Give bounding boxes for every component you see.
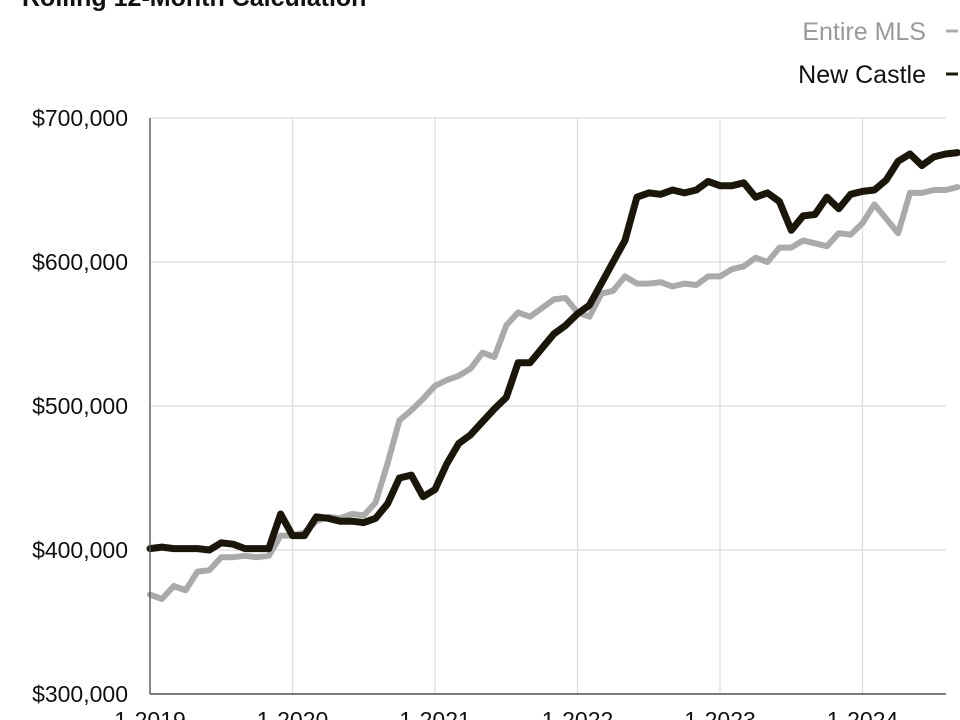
series-line-entire-mls xyxy=(147,184,960,602)
legend-label: New Castle xyxy=(798,61,926,89)
legend-label: Entire MLS xyxy=(802,18,926,46)
axes xyxy=(149,118,946,695)
y-tick-label: $500,000 xyxy=(32,393,128,419)
series-line-new-castle xyxy=(146,149,960,554)
y-tick-label: $700,000 xyxy=(32,105,128,131)
y-tick-label: $300,000 xyxy=(32,681,128,707)
legend: Entire MLS New Castle xyxy=(798,18,958,89)
x-tick-label: 1-2020 xyxy=(257,707,329,720)
x-tick-label: 1-2021 xyxy=(399,707,471,720)
x-tick-label: 1-2023 xyxy=(684,707,756,720)
x-axis-tick-labels: 1-2019 1-2020 1-2021 1-2022 1-2023 1-2024 xyxy=(114,707,898,720)
x-tick-label: 1-2024 xyxy=(827,707,899,720)
x-tick-label: 1-2019 xyxy=(114,707,186,720)
y-axis-tick-labels: $300,000 $400,000 $500,000 $600,000 $700,000 xyxy=(32,105,128,707)
y-tick-label: $400,000 xyxy=(32,537,128,563)
y-tick-label: $600,000 xyxy=(32,249,128,275)
grid-lines xyxy=(150,117,946,695)
x-tick-label: 1-2022 xyxy=(542,707,614,720)
chart-title: Rolling 12-Month Calculation xyxy=(22,0,366,12)
series-lines xyxy=(146,149,960,602)
